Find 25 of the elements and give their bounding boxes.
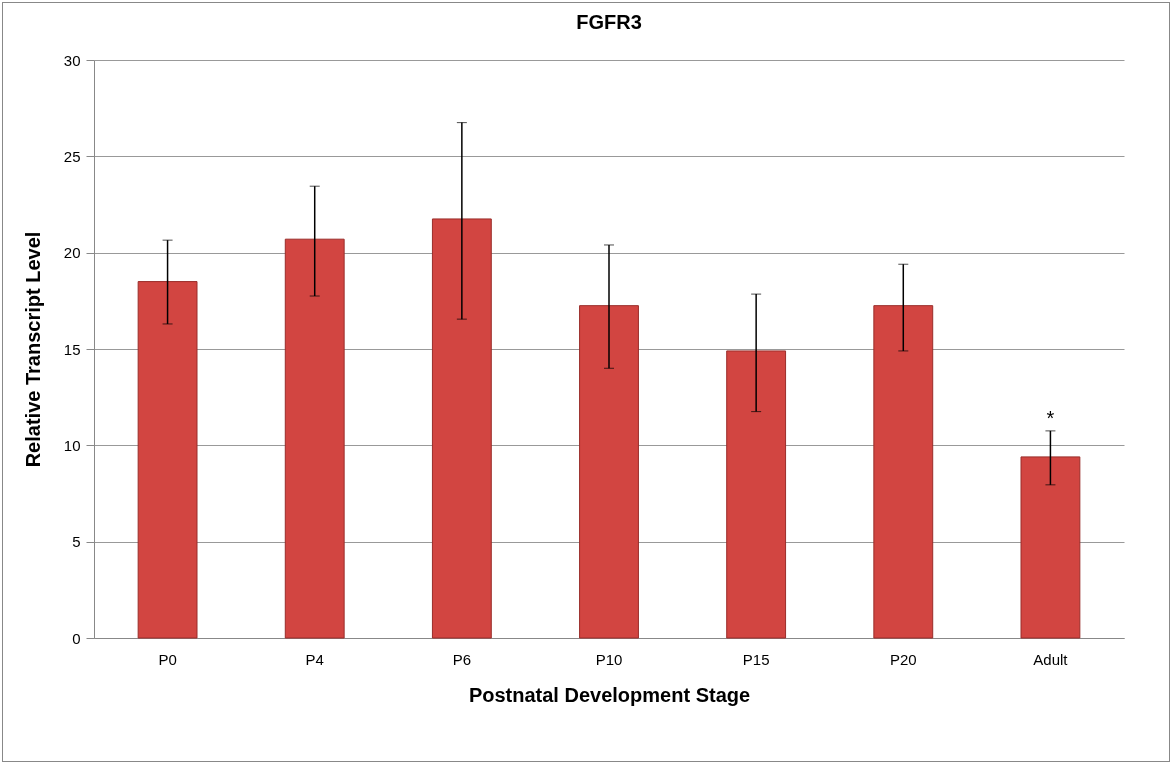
annotation: * — [1046, 406, 1055, 429]
x-tick-label: P6 — [452, 650, 472, 668]
y-tick-label: 25 — [63, 147, 81, 165]
bar — [137, 281, 198, 639]
y-axis-title: Relative Transcript Level — [21, 231, 44, 468]
bar — [284, 238, 345, 639]
y-tick-label: 0 — [72, 629, 81, 647]
bar — [579, 305, 639, 639]
x-tick-label: P0 — [158, 650, 177, 668]
y-tick-label: 30 — [63, 51, 81, 69]
x-tick-label: P15 — [742, 650, 770, 668]
y-tick-label: 10 — [63, 436, 81, 454]
bar — [431, 218, 492, 639]
chart-title: FGFR3 — [576, 11, 642, 33]
bar — [873, 305, 934, 639]
x-tick-label: Adult — [1033, 650, 1069, 668]
x-tick-label: P4 — [305, 650, 324, 668]
x-tick-label: P20 — [889, 650, 917, 668]
bar — [726, 350, 787, 639]
y-tick-label: 5 — [72, 533, 81, 551]
y-tick-label: 15 — [63, 340, 81, 358]
y-tick-label: 20 — [63, 244, 81, 262]
x-tick-label: P10 — [595, 650, 623, 668]
bar — [1020, 456, 1081, 639]
x-axis-title: Postnatal Development Stage — [468, 683, 751, 706]
